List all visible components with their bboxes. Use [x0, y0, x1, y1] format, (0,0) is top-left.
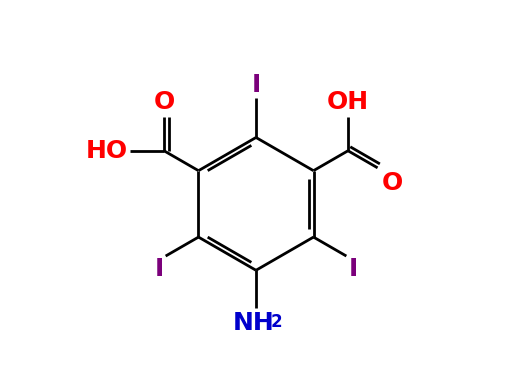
Text: NH: NH — [233, 311, 275, 335]
Text: 2: 2 — [270, 313, 282, 331]
Text: I: I — [251, 72, 261, 97]
Text: O: O — [382, 171, 403, 195]
Text: O: O — [154, 90, 175, 114]
Text: HO: HO — [86, 139, 129, 163]
Text: I: I — [348, 257, 357, 281]
Text: I: I — [155, 257, 164, 281]
Text: OH: OH — [327, 90, 369, 114]
